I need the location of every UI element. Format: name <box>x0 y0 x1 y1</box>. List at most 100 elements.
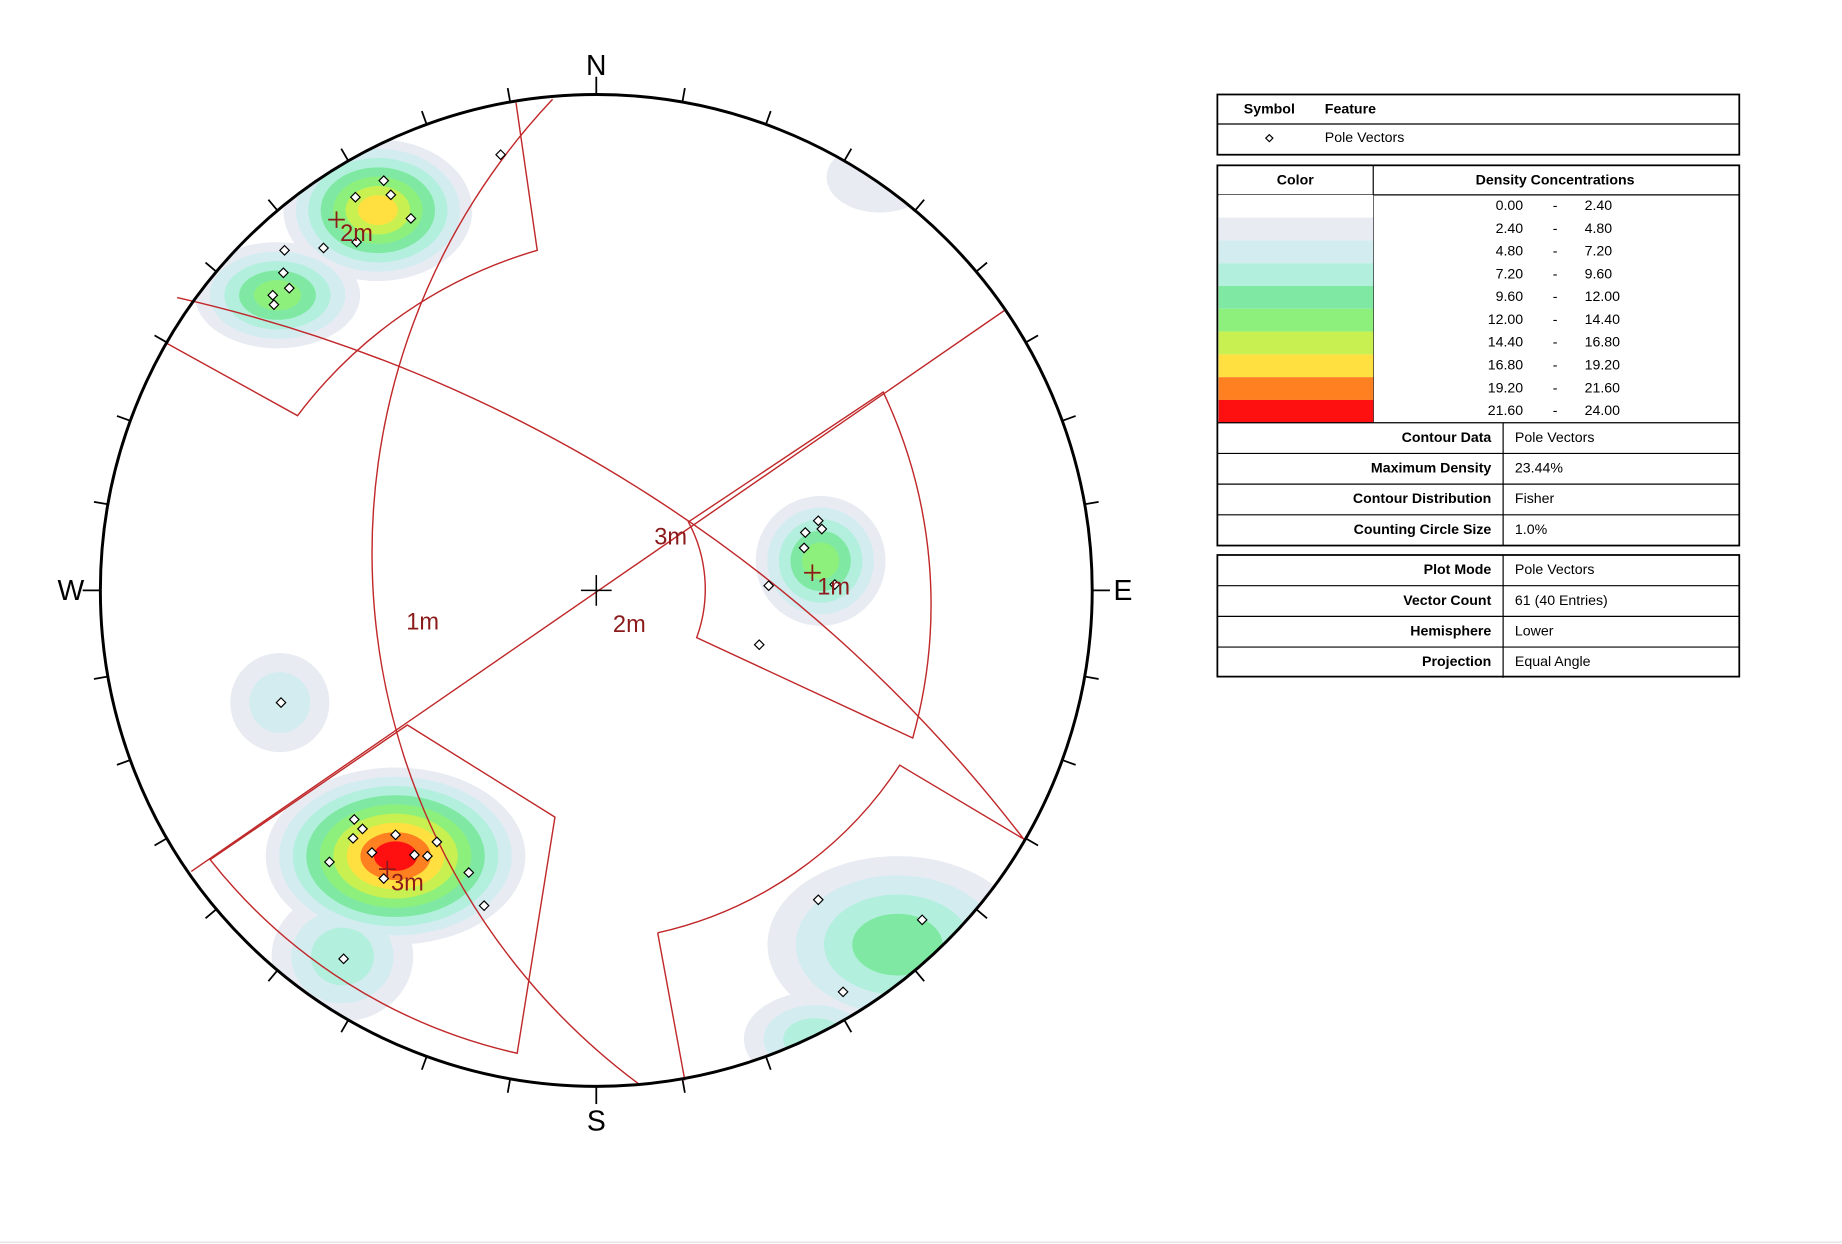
pole <box>408 849 421 861</box>
tick <box>1062 759 1076 766</box>
tick <box>506 87 512 103</box>
north: N <box>586 50 606 82</box>
pole <box>495 149 507 161</box>
cell-text: Feature <box>1325 102 1376 118</box>
color-swatch <box>1218 263 1374 287</box>
cell-text: 14.40 <box>1488 335 1524 351</box>
pole <box>277 267 289 279</box>
cell-text: - <box>1553 266 1558 282</box>
tick <box>93 500 109 506</box>
cell-text: 16.80 <box>1488 358 1524 374</box>
cell-text: Symbol <box>1244 102 1295 118</box>
center-cross <box>580 575 612 606</box>
cell-text: - <box>1553 198 1558 214</box>
tick <box>1025 334 1039 344</box>
cell-text: Fisher <box>1515 491 1555 507</box>
tick <box>975 908 988 919</box>
cell-text: Pole Vectors <box>1515 562 1594 578</box>
cell-text: - <box>1553 335 1558 351</box>
color-swatch <box>1218 194 1374 218</box>
tick <box>420 110 428 125</box>
plane-label: 3m <box>654 525 687 551</box>
cell-text: Maximum Density <box>1371 461 1491 477</box>
cell-text: 14.40 <box>1585 312 1621 328</box>
cell-text: 0.00 <box>1496 198 1524 214</box>
tick <box>420 1056 428 1071</box>
plane-label: 3m <box>391 871 424 897</box>
pole <box>837 986 849 998</box>
cell-text: Contour Data <box>1402 430 1492 446</box>
tick <box>506 1078 512 1093</box>
color-swatch <box>1218 286 1374 309</box>
pole <box>356 823 369 835</box>
pole <box>323 856 335 868</box>
contour <box>826 141 933 213</box>
cell-text: 2.40 <box>1585 198 1613 214</box>
cell-text: 16.80 <box>1585 335 1621 351</box>
tick <box>116 415 131 422</box>
pole <box>405 212 417 225</box>
great-circle <box>176 296 1026 842</box>
cone-box <box>656 764 1023 1081</box>
east: E <box>1113 575 1132 607</box>
pole <box>317 242 330 254</box>
south: S <box>587 1105 606 1137</box>
pole <box>338 953 350 965</box>
color-swatch <box>1218 377 1374 400</box>
tick <box>267 199 279 212</box>
tick <box>765 1056 772 1071</box>
compass: N S E W <box>57 50 1132 1138</box>
plane-label: 1m <box>406 610 439 636</box>
cell-text: - <box>1553 358 1558 374</box>
pole <box>385 189 397 201</box>
cell-text: Lower <box>1515 623 1554 639</box>
color-swatch <box>1218 331 1374 355</box>
contour <box>802 542 840 580</box>
pole <box>267 289 279 301</box>
cell-text: 24.00 <box>1585 403 1621 419</box>
table-box <box>1216 164 1741 547</box>
cell-text: Pole Vectors <box>1515 430 1594 446</box>
tick <box>154 837 168 847</box>
cell-text: Counting Circle Size <box>1354 522 1492 538</box>
tick <box>1062 415 1076 422</box>
cell-text: Vector Count <box>1403 593 1491 609</box>
cell-text: 4.80 <box>1496 244 1524 260</box>
cell-text: - <box>1553 380 1558 396</box>
tick <box>765 110 772 125</box>
pole <box>812 894 824 906</box>
cell-text: 1.0% <box>1515 522 1548 538</box>
pole <box>799 526 811 539</box>
cell-text: 19.20 <box>1585 358 1621 374</box>
set-mean <box>328 211 345 228</box>
color-swatch <box>1218 217 1374 241</box>
pole <box>351 236 363 248</box>
tick <box>154 334 168 344</box>
west: W <box>57 575 84 607</box>
pole <box>378 175 390 187</box>
tick <box>116 759 131 766</box>
tick <box>340 1019 350 1033</box>
pole <box>347 832 359 844</box>
pole <box>812 515 824 527</box>
plane-label: 1m <box>817 574 850 600</box>
pole <box>431 836 443 848</box>
color-swatch <box>1218 354 1374 378</box>
plane-label: 2m <box>613 612 646 638</box>
color-swatch <box>1218 308 1374 332</box>
pole <box>478 900 490 912</box>
tick <box>681 1078 686 1093</box>
tick <box>267 969 279 982</box>
cell-text: Contour Distribution <box>1353 491 1491 507</box>
tick <box>914 199 925 212</box>
cell-text: 4.80 <box>1585 221 1613 237</box>
tick <box>93 675 109 680</box>
pole <box>268 299 280 311</box>
pole <box>348 813 360 826</box>
symbol <box>1264 133 1274 143</box>
cell-text: - <box>1553 312 1558 328</box>
density-contours <box>194 139 1028 1087</box>
contour <box>852 913 943 976</box>
cell-text: 21.60 <box>1585 380 1621 396</box>
